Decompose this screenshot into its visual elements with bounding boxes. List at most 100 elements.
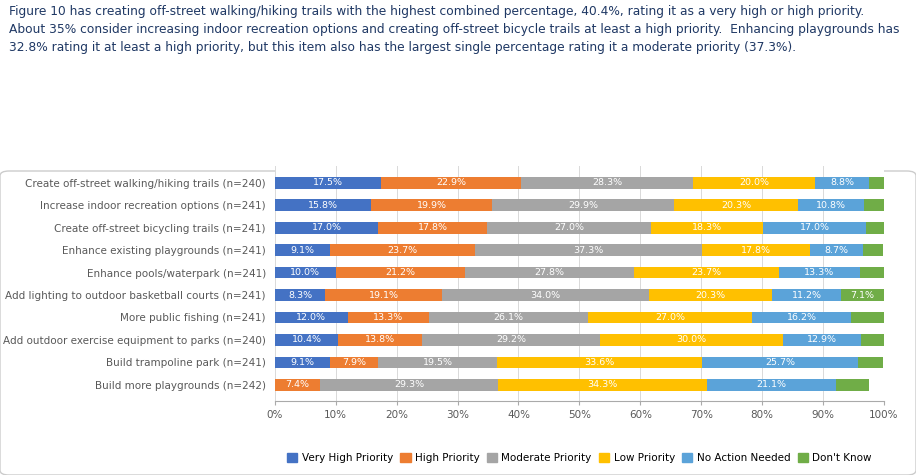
Bar <box>634 267 779 278</box>
Text: 22.9%: 22.9% <box>436 178 466 187</box>
Bar <box>378 222 486 234</box>
Bar <box>275 244 331 256</box>
Text: 12.0%: 12.0% <box>297 313 326 322</box>
Bar <box>588 312 752 323</box>
Bar <box>859 267 885 278</box>
Text: 13.3%: 13.3% <box>804 268 834 277</box>
Bar <box>863 244 883 256</box>
Bar <box>498 379 707 391</box>
Text: 10.8%: 10.8% <box>816 201 846 210</box>
Bar <box>783 334 861 346</box>
Text: 33.6%: 33.6% <box>584 358 615 367</box>
Text: 19.9%: 19.9% <box>417 201 447 210</box>
Text: 27.0%: 27.0% <box>554 223 584 232</box>
Bar <box>442 289 649 301</box>
Bar <box>422 334 600 346</box>
Bar <box>338 334 422 346</box>
Bar <box>841 289 884 301</box>
Text: 17.8%: 17.8% <box>418 223 448 232</box>
Text: 20.3%: 20.3% <box>721 201 751 210</box>
Text: 16.2%: 16.2% <box>787 313 817 322</box>
Bar <box>275 289 325 301</box>
Text: 27.0%: 27.0% <box>655 313 685 322</box>
Bar <box>752 312 851 323</box>
Text: 10.4%: 10.4% <box>291 335 322 344</box>
Bar <box>474 244 702 256</box>
Text: 21.2%: 21.2% <box>386 268 415 277</box>
Text: 29.9%: 29.9% <box>568 201 598 210</box>
Text: 29.2%: 29.2% <box>496 335 526 344</box>
Bar <box>858 357 883 368</box>
Bar <box>851 312 884 323</box>
Bar <box>779 267 859 278</box>
Text: 29.3%: 29.3% <box>394 380 424 390</box>
Text: 17.5%: 17.5% <box>313 178 344 187</box>
Text: 37.3%: 37.3% <box>573 246 604 255</box>
Text: 17.0%: 17.0% <box>800 223 830 232</box>
Text: 10.0%: 10.0% <box>290 268 321 277</box>
Text: 8.3%: 8.3% <box>288 291 312 300</box>
Bar <box>600 334 783 346</box>
Bar <box>275 267 335 278</box>
Text: 8.7%: 8.7% <box>824 246 849 255</box>
Bar <box>861 334 885 346</box>
Legend: Very High Priority, High Priority, Moderate Priority, Low Priority, No Action Ne: Very High Priority, High Priority, Moder… <box>283 449 876 467</box>
Bar <box>331 244 474 256</box>
Bar <box>275 312 348 323</box>
Bar <box>707 379 835 391</box>
Bar <box>492 200 674 211</box>
Text: 26.1%: 26.1% <box>494 313 523 322</box>
Bar <box>275 177 381 189</box>
Bar <box>702 357 858 368</box>
Bar <box>651 222 763 234</box>
Text: 8.8%: 8.8% <box>830 178 854 187</box>
Bar <box>693 177 815 189</box>
Text: 19.1%: 19.1% <box>368 291 398 300</box>
Text: 28.3%: 28.3% <box>592 178 622 187</box>
Text: 13.3%: 13.3% <box>374 313 404 322</box>
Text: 21.1%: 21.1% <box>757 380 787 390</box>
Text: 7.1%: 7.1% <box>850 291 874 300</box>
Bar <box>674 200 798 211</box>
Bar <box>772 289 841 301</box>
Bar <box>331 357 378 368</box>
Bar <box>835 379 868 391</box>
Bar <box>486 222 651 234</box>
Bar <box>497 357 702 368</box>
Text: 19.5%: 19.5% <box>423 358 453 367</box>
Bar <box>348 312 429 323</box>
Text: Figure 10 has creating off-street walking/hiking trails with the highest combine: Figure 10 has creating off-street walkin… <box>9 5 900 54</box>
Bar <box>335 267 464 278</box>
Bar <box>815 177 868 189</box>
Bar <box>429 312 588 323</box>
Bar <box>763 222 867 234</box>
Text: 11.2%: 11.2% <box>791 291 822 300</box>
Text: 12.9%: 12.9% <box>807 335 837 344</box>
Bar <box>868 177 884 189</box>
Text: 17.0%: 17.0% <box>311 223 342 232</box>
Bar <box>702 244 811 256</box>
Bar <box>325 289 442 301</box>
Bar <box>649 289 772 301</box>
Text: 7.9%: 7.9% <box>343 358 366 367</box>
Text: 34.0%: 34.0% <box>530 291 561 300</box>
Bar <box>811 244 863 256</box>
Bar <box>798 200 864 211</box>
Text: 13.8%: 13.8% <box>365 335 395 344</box>
Text: 30.0%: 30.0% <box>676 335 706 344</box>
Bar <box>521 177 693 189</box>
Text: 20.0%: 20.0% <box>739 178 769 187</box>
Bar <box>275 357 331 368</box>
Text: 9.1%: 9.1% <box>290 358 314 367</box>
Text: 17.8%: 17.8% <box>741 246 771 255</box>
Text: 9.1%: 9.1% <box>290 246 314 255</box>
Bar <box>371 200 492 211</box>
Text: 23.7%: 23.7% <box>387 246 418 255</box>
Text: 27.8%: 27.8% <box>535 268 564 277</box>
Bar <box>464 267 634 278</box>
Bar <box>864 200 884 211</box>
Text: 7.4%: 7.4% <box>286 380 310 390</box>
Text: 18.3%: 18.3% <box>692 223 722 232</box>
Bar <box>867 222 884 234</box>
Text: 23.7%: 23.7% <box>692 268 722 277</box>
